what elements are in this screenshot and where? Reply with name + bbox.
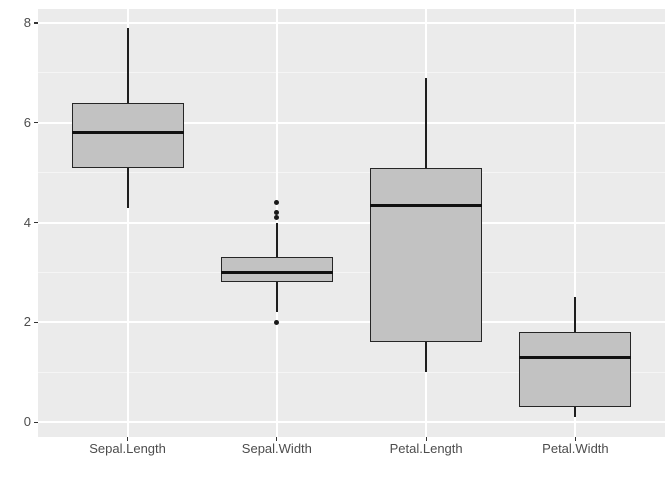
lower-whisker-line (275, 282, 278, 313)
box-rect (370, 167, 483, 343)
y-axis-tick-label: 8 (23, 14, 31, 30)
y-axis-tick-mark (33, 222, 38, 224)
upper-whisker-line (126, 27, 129, 103)
grid-major-line (38, 121, 665, 124)
y-axis-tick-label: 4 (23, 214, 31, 230)
median-line (71, 131, 184, 135)
x-axis-tick-label: Sepal.Width (241, 441, 312, 456)
grid-minor-line (38, 172, 665, 174)
y-axis-tick-mark (33, 321, 38, 323)
outlier-point (274, 210, 280, 216)
grid-vline (574, 8, 577, 437)
box-rect (519, 332, 632, 408)
x-axis: Sepal.Length Sepal.Width Petal.Length Petal… (0, 436, 672, 480)
grid-vline (126, 8, 129, 437)
y-axis-tick-label: 2 (23, 314, 31, 330)
y-axis-tick-mark (33, 122, 38, 124)
grid-major-line (38, 421, 665, 424)
grid-major-line (38, 21, 665, 24)
upper-whisker-line (425, 77, 428, 168)
lower-whisker-line (425, 342, 428, 373)
median-line (519, 355, 632, 359)
x-axis-tick-mark (126, 436, 129, 441)
y-axis-tick-label: 0 (23, 414, 31, 430)
grid-major-line (38, 221, 665, 224)
grid-minor-line (38, 371, 665, 373)
outlier-point (274, 319, 280, 325)
y-axis: 0 2 4 6 8 (0, 0, 38, 480)
upper-whisker-line (275, 222, 278, 258)
x-axis-tick-mark (276, 436, 278, 441)
x-axis-tick-label: Petal.Width (542, 441, 609, 456)
grid-minor-line (38, 271, 665, 273)
median-line (370, 203, 483, 207)
x-axis-tick-mark (425, 436, 427, 441)
x-axis-tick-label: Petal.Length (389, 441, 463, 456)
median-line (220, 270, 333, 274)
y-axis-tick-label: 6 (23, 114, 31, 130)
upper-whisker-line (574, 297, 577, 333)
grid-minor-line (38, 72, 665, 74)
plot-panel (38, 8, 665, 437)
lower-whisker-line (574, 407, 577, 418)
outlier-point (274, 215, 280, 220)
outlier-point (274, 200, 280, 206)
box-rect (220, 257, 333, 283)
x-axis-tick-label: Sepal.Length (89, 441, 166, 456)
box-rect (71, 102, 184, 168)
lower-whisker-line (126, 167, 129, 208)
y-axis-tick-mark (33, 22, 38, 24)
x-axis-tick-mark (574, 436, 577, 441)
grid-major-line (38, 321, 665, 324)
y-axis-tick-mark (33, 421, 38, 423)
